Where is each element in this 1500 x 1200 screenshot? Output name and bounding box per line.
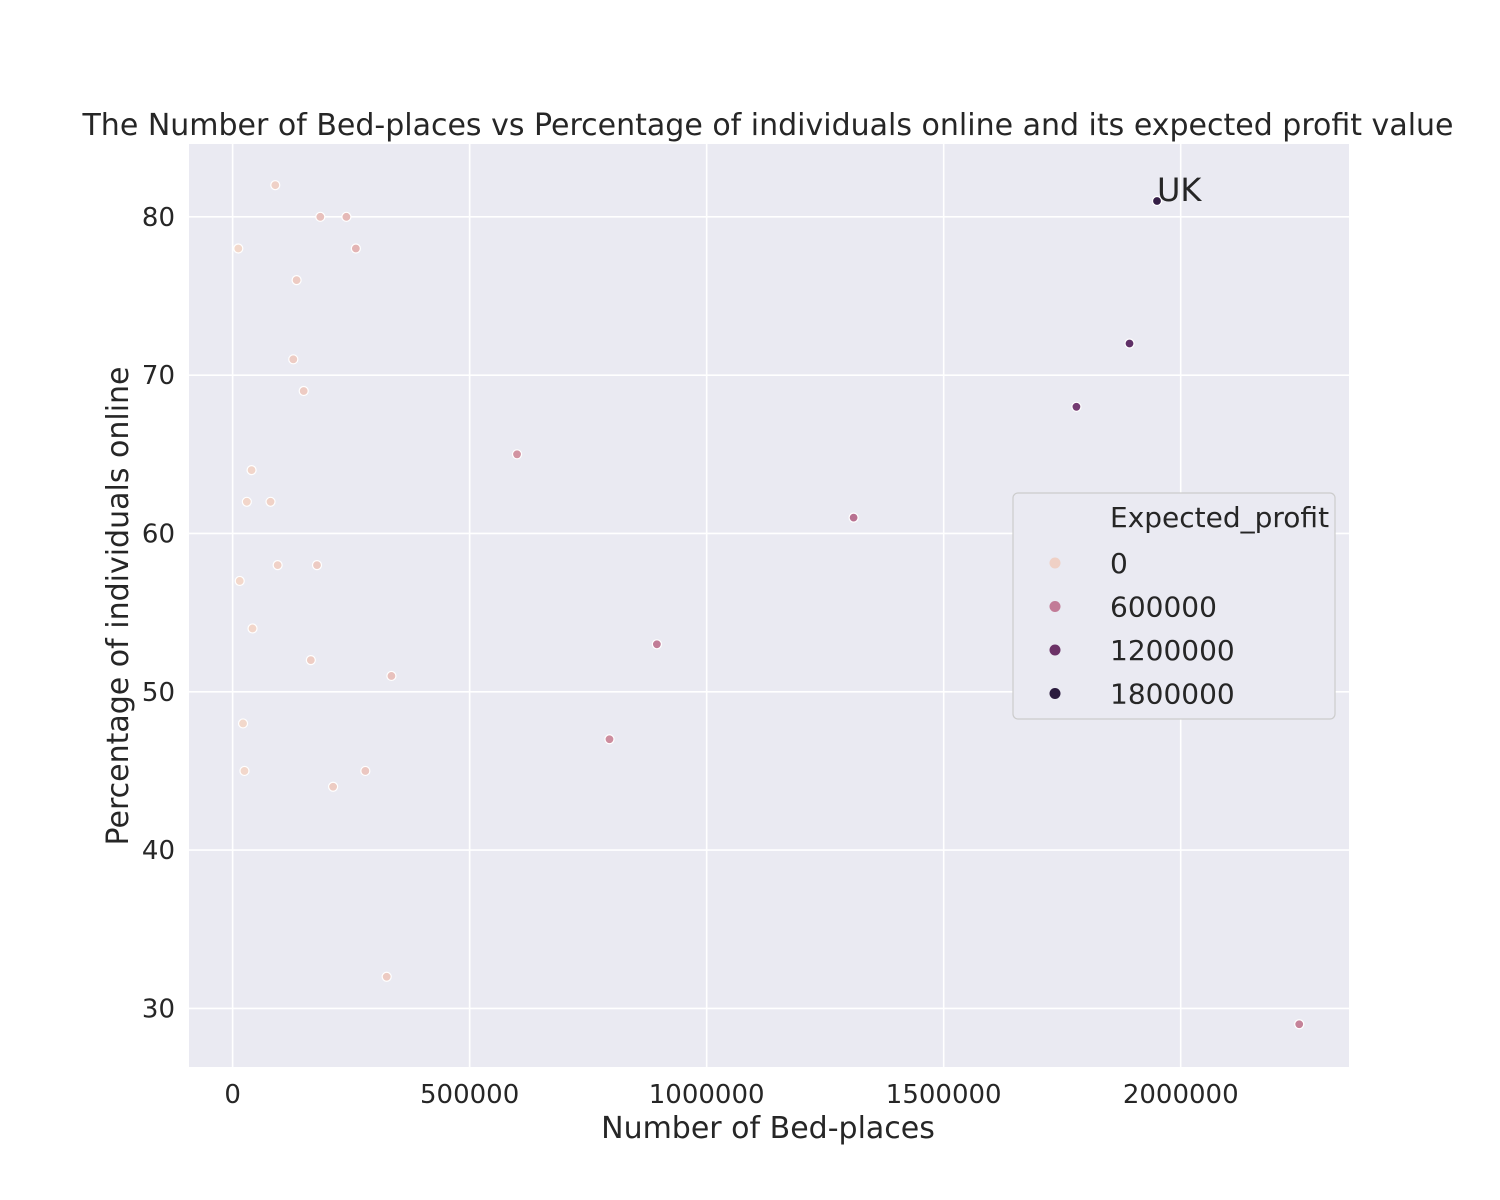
data-point xyxy=(328,781,339,792)
y-tick-label: 30 xyxy=(142,994,175,1024)
x-tick-label: 1000000 xyxy=(649,1080,765,1110)
point-annotation: UK xyxy=(1157,171,1202,209)
grid xyxy=(189,144,1349,1067)
data-point xyxy=(265,496,276,507)
legend-label: 1800000 xyxy=(1110,678,1235,711)
legend-label: 600000 xyxy=(1110,591,1217,624)
data-point xyxy=(291,275,302,286)
data-point xyxy=(270,180,281,191)
legend-label: 0 xyxy=(1110,547,1128,580)
data-point xyxy=(288,354,299,365)
legend-title: Expected_profit xyxy=(1110,501,1329,534)
data-point xyxy=(247,623,258,634)
data-point xyxy=(298,385,309,397)
data-point xyxy=(246,465,257,476)
data-points xyxy=(233,180,1305,1030)
x-axis-label: Number of Bed-places xyxy=(601,1111,935,1146)
legend-marker xyxy=(1049,688,1061,699)
data-point xyxy=(386,670,397,682)
x-axis-ticks: 0 500000 1000000 1500000 2000000 xyxy=(224,1080,1238,1110)
data-point xyxy=(272,560,283,571)
data-point xyxy=(511,449,523,460)
x-tick-label: 500000 xyxy=(420,1080,519,1110)
y-tick-label: 50 xyxy=(142,678,175,708)
data-point xyxy=(311,560,323,571)
data-point xyxy=(381,971,392,982)
legend-marker xyxy=(1049,601,1061,612)
legend-marker xyxy=(1049,557,1061,569)
legend-label: 1200000 xyxy=(1110,634,1235,667)
data-point xyxy=(234,575,245,587)
legend-marker xyxy=(1049,644,1061,656)
data-point xyxy=(239,765,250,777)
data-point xyxy=(360,765,371,777)
data-point xyxy=(604,734,615,745)
y-tick-label: 60 xyxy=(142,519,175,549)
data-point xyxy=(237,718,249,729)
data-point xyxy=(1124,338,1135,349)
data-point xyxy=(341,211,352,222)
data-point xyxy=(315,211,326,222)
legend-entries: 0 600000 1200000 1800000 xyxy=(1049,547,1235,711)
x-tick-label: 0 xyxy=(224,1080,241,1110)
data-point xyxy=(1071,401,1082,412)
chart-title: The Number of Bed-places vs Percentage o… xyxy=(81,108,1453,143)
data-point xyxy=(305,655,316,666)
y-tick-label: 40 xyxy=(142,836,175,866)
x-tick-label: 1500000 xyxy=(886,1080,1002,1110)
data-point xyxy=(233,243,244,254)
data-point xyxy=(241,496,252,507)
data-point xyxy=(848,512,859,523)
y-axis-ticks: 30 40 50 60 70 80 xyxy=(142,203,175,1025)
y-tick-label: 80 xyxy=(142,203,175,233)
data-point xyxy=(1151,195,1163,207)
legend: Expected_profit 0 600000 1200000 1800000 xyxy=(1012,492,1336,720)
annotations: UK xyxy=(1157,171,1202,209)
y-axis-label: Percentage of individuals online xyxy=(101,366,136,845)
data-point xyxy=(651,639,662,650)
x-tick-label: 2000000 xyxy=(1123,1080,1239,1110)
data-point xyxy=(350,243,361,254)
y-tick-label: 70 xyxy=(142,361,175,391)
legend-frame xyxy=(1012,492,1336,720)
data-point xyxy=(1294,1019,1305,1030)
